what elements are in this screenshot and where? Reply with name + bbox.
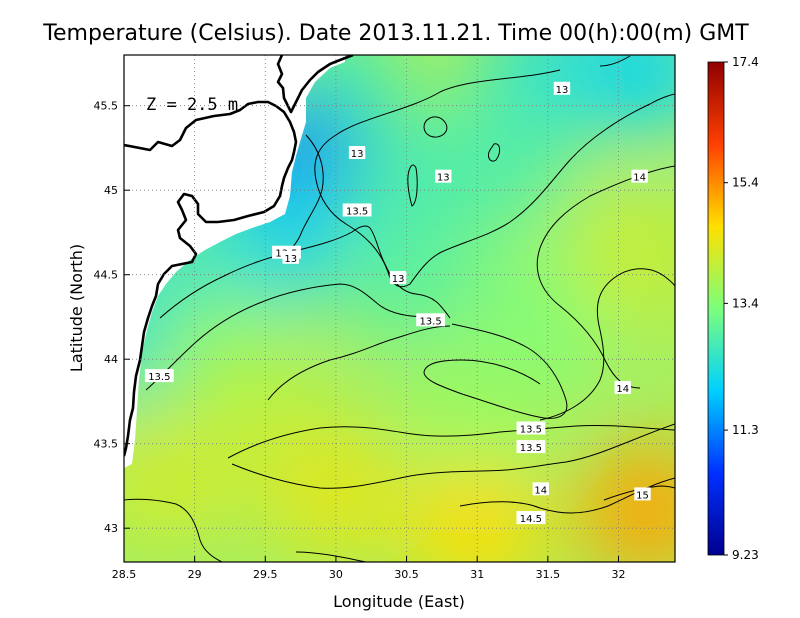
contour-label-box: [532, 482, 549, 496]
contour-label-box: [282, 250, 299, 264]
plot-area: 1313131413.513.5131313.513.51413.513.514…: [124, 55, 675, 562]
colorbar-tick-label: 11.3: [732, 423, 759, 437]
contour-line: [159, 225, 451, 319]
x-tick-label: 29.5: [253, 568, 278, 581]
temperature-field: [124, 55, 675, 562]
contour-label: 13: [392, 274, 405, 285]
contour-label: 13.5: [520, 424, 542, 435]
y-axis-ticks: 43 43.5 44 44.5 45 45.5: [94, 100, 130, 535]
contour-label-box: [342, 203, 372, 217]
y-tick-label: 45: [104, 184, 118, 197]
contour-label-box: [634, 487, 651, 501]
contour-label: 14.5: [520, 514, 542, 525]
contour-label-box: [516, 421, 546, 435]
contour-label-box: [631, 169, 648, 183]
contour-label-box: [516, 511, 546, 525]
y-tick-label: 43: [104, 522, 118, 535]
x-axis-ticks: 28.5 29 29.5 30 30.5 31 31.5 32: [112, 556, 625, 581]
colorbar-tick-label: 15.4: [732, 176, 759, 190]
temperature-blob: [265, 424, 406, 562]
chart-title: Temperature (Celsius). Date 2013.11.21. …: [42, 21, 749, 46]
temperature-blob: [407, 339, 548, 480]
contour-line: [227, 424, 675, 459]
temperature-blob: [435, 86, 576, 227]
contour-label: 14: [633, 173, 646, 184]
contour-label: 13: [351, 149, 364, 160]
x-tick-label: 30: [329, 568, 343, 581]
contour-line: [539, 268, 675, 421]
temperature-blob: [407, 458, 548, 562]
contour-line: [599, 55, 631, 67]
y-tick-label: 43.5: [94, 438, 119, 451]
temperature-blob: [336, 204, 477, 345]
contour-label: 13.5: [148, 372, 170, 383]
x-axis-label: Longitude (East): [333, 592, 465, 611]
depth-label: Z = 2.5 m: [146, 95, 238, 115]
colorbar-tick-label: 17.4: [732, 55, 759, 69]
contour-label: 13.5: [520, 443, 542, 454]
x-tick-label: 31: [470, 568, 484, 581]
contour-label-box: [516, 440, 546, 454]
y-tick-label: 44.5: [94, 269, 119, 282]
temperature-blob: [562, 187, 675, 328]
plot-frame: [123, 54, 676, 563]
contour-line: [423, 323, 568, 419]
contour-label: 13: [437, 173, 450, 184]
x-tick-label: 29: [188, 568, 202, 581]
coastline: [276, 55, 354, 114]
contour-labels: 1313131413.513.5131313.513.51413.513.514…: [144, 81, 651, 525]
x-tick-label: 30.5: [394, 568, 419, 581]
colorbar-tick-label: 9.23: [732, 548, 759, 562]
contour-line: [267, 325, 451, 401]
contour-line: [423, 116, 448, 138]
land-mask: [124, 55, 345, 468]
x-tick-label: 32: [611, 568, 625, 581]
temperature-blob: [576, 55, 675, 139]
contour-line: [145, 283, 431, 391]
colorbar-tick-label: 13.4: [732, 296, 759, 310]
contour-label-box: [435, 169, 452, 183]
colorbar-ticks: 17.4 15.4 13.4 11.3 9.23: [724, 55, 759, 562]
coastline-south: [124, 100, 298, 457]
contour-line: [487, 143, 501, 162]
contour-line: [295, 551, 367, 562]
contour-label: 13: [284, 254, 297, 265]
contour-line: [231, 423, 675, 489]
contour-label-box: [389, 271, 407, 285]
contour-label-box: [614, 380, 631, 394]
contour-label: 13: [556, 85, 569, 96]
x-tick-label: 28.5: [112, 568, 137, 581]
colorbar: [707, 61, 725, 556]
y-axis-label: Latitude (North): [67, 244, 86, 372]
contour-label-box: [144, 369, 174, 383]
x-tick-label: 31.5: [536, 568, 561, 581]
contour-label: 14: [616, 384, 629, 395]
contour-label: 13.5: [419, 316, 441, 327]
contour-label-box: [348, 146, 366, 160]
contour-label-box: [553, 81, 571, 95]
y-tick-label: 44: [104, 353, 118, 366]
contour-label: 15: [636, 490, 649, 501]
temperature-blob: [124, 407, 237, 548]
y-tick-label: 45.5: [94, 100, 119, 113]
contour-line: [124, 498, 223, 562]
gridlines: [124, 55, 675, 562]
contour-label: 13.5: [346, 206, 368, 217]
contour-line: [536, 165, 675, 389]
contour-line: [407, 164, 418, 207]
contour-line: [603, 485, 675, 501]
contour-label-box: [416, 313, 445, 327]
contour-label: 14: [534, 485, 547, 496]
temperature-blob: [576, 441, 675, 562]
